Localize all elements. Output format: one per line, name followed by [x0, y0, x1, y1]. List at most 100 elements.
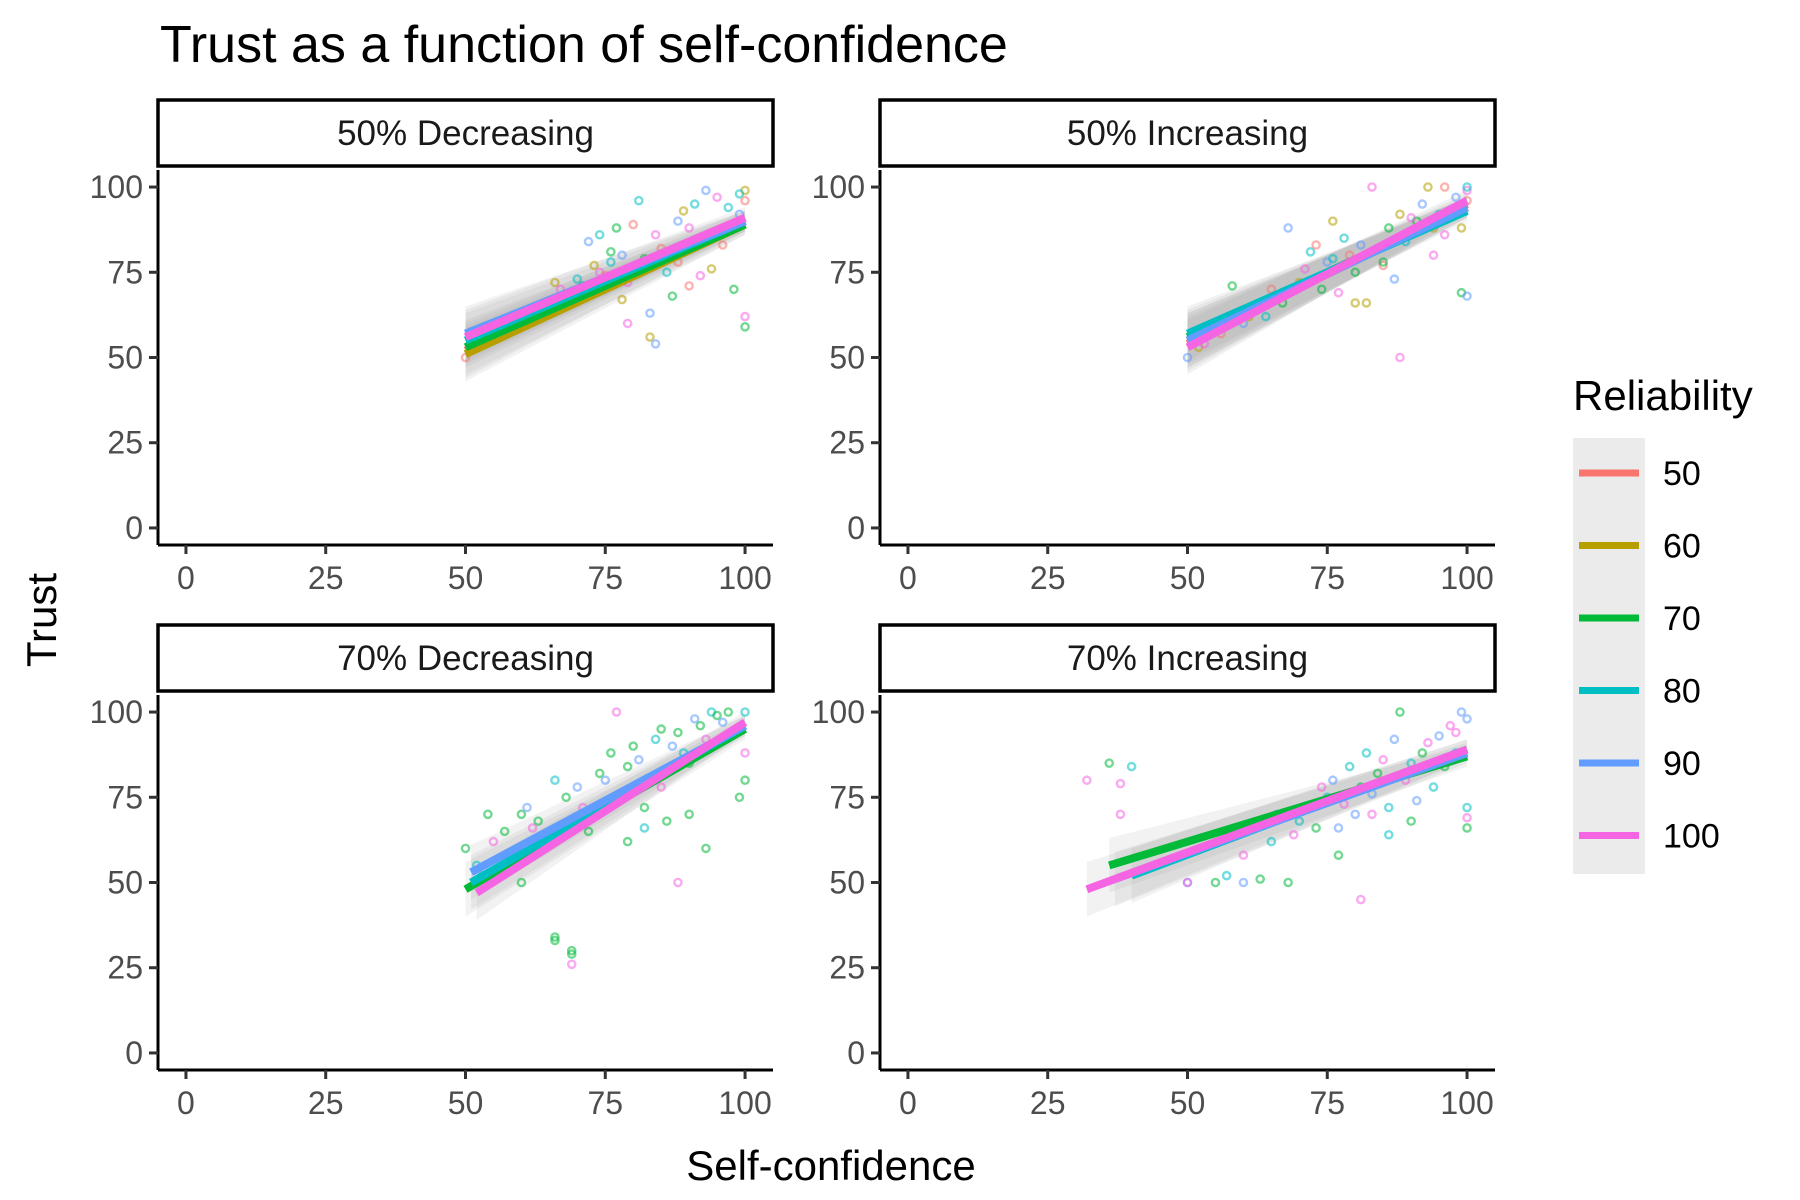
data-point [1115, 778, 1126, 789]
x-tick-label: 0 [177, 560, 195, 596]
legend-item-70: 70 [1579, 600, 1701, 638]
data-point [1221, 870, 1232, 881]
data-point [1406, 816, 1416, 826]
data-point [611, 223, 622, 233]
data-point [1383, 802, 1394, 813]
data-point [1300, 264, 1310, 274]
data-point [550, 935, 560, 946]
data-point [639, 823, 650, 833]
data-point [1339, 233, 1349, 243]
facet-strip [878, 623, 1497, 693]
y-tick-label: 0 [847, 510, 865, 546]
data-point [1361, 748, 1372, 758]
data-point [1238, 850, 1249, 861]
data-point [1356, 894, 1366, 905]
data-point [516, 877, 527, 888]
data-point [684, 223, 694, 233]
data-point [1182, 877, 1193, 888]
legend-item-100: 100 [1579, 818, 1720, 856]
data-point [1451, 727, 1461, 738]
data-point [1395, 209, 1405, 220]
data-point [634, 754, 644, 765]
data-point [550, 277, 560, 288]
data-point [1439, 229, 1450, 240]
legend-items: 50 60 70 80 90 100 [1579, 455, 1720, 856]
facet-strip-label: 70% Increasing [1067, 639, 1308, 678]
data-point [617, 250, 627, 261]
y-tick-label: 75 [829, 254, 865, 290]
data-point [1383, 829, 1394, 840]
data-point [1356, 240, 1366, 250]
data-point [1462, 185, 1472, 196]
fit-line-100 [474, 718, 748, 897]
data-point [1316, 782, 1327, 792]
data-point [740, 195, 750, 206]
data-point [661, 816, 672, 826]
data-point [1445, 720, 1456, 731]
data-point [740, 775, 750, 786]
data-point [650, 339, 661, 349]
data-point [650, 229, 661, 240]
data-point [460, 843, 471, 854]
data-point [667, 741, 678, 751]
data-point [611, 707, 622, 717]
data-point [1266, 836, 1277, 847]
x-tick-label: 75 [587, 560, 623, 596]
data-point [689, 199, 700, 209]
legend-label: 100 [1663, 818, 1720, 856]
data-point [673, 877, 683, 888]
data-point [1389, 274, 1400, 284]
data-point [1417, 748, 1428, 758]
data-point [1383, 223, 1394, 233]
data-point [1126, 761, 1137, 772]
data-point [1311, 240, 1321, 250]
data-point [1350, 809, 1361, 820]
facet-strip-label: 70% Decreasing [337, 639, 594, 678]
data-point [1378, 260, 1388, 271]
data-point [522, 802, 532, 813]
data-point [1350, 267, 1361, 278]
fit-line-100 [463, 214, 747, 341]
data-point [684, 281, 694, 291]
data-point [1406, 212, 1416, 223]
data-point [639, 802, 650, 813]
data-point [606, 748, 616, 758]
data-point [594, 229, 605, 240]
x-tick-label: 0 [899, 560, 917, 596]
data-point [583, 826, 594, 837]
data-point [1283, 223, 1293, 233]
data-point [1434, 731, 1444, 741]
x-axis-title: Self-confidence [686, 1142, 976, 1189]
data-point [678, 206, 689, 216]
data-point [1288, 829, 1299, 840]
data-point [1361, 298, 1372, 308]
y-tick-label: 25 [829, 950, 865, 986]
data-point [656, 724, 666, 734]
fit-line-100 [1185, 197, 1469, 351]
data-point [550, 775, 560, 786]
data-point [622, 761, 633, 772]
x-tick-label: 0 [177, 1085, 195, 1121]
legend-label: 70 [1663, 600, 1701, 638]
data-point [572, 782, 583, 792]
legend-key-background [1573, 438, 1645, 874]
legend-title: Reliability [1573, 372, 1753, 419]
data-point [717, 240, 728, 250]
data-point [1210, 877, 1221, 888]
data-point [1417, 199, 1428, 209]
data-point [740, 322, 750, 332]
data-point [1372, 768, 1383, 779]
data-point [1260, 311, 1271, 322]
data-point [1462, 291, 1472, 301]
data-point [740, 707, 750, 717]
data-point [1462, 714, 1472, 724]
data-point [673, 727, 683, 738]
data-point [594, 768, 605, 779]
data-point [1378, 754, 1388, 765]
data-point [622, 318, 633, 329]
facet-strip [156, 98, 775, 168]
data-point [650, 734, 661, 745]
y-tick-label: 75 [107, 254, 143, 290]
data-point [1367, 809, 1377, 820]
